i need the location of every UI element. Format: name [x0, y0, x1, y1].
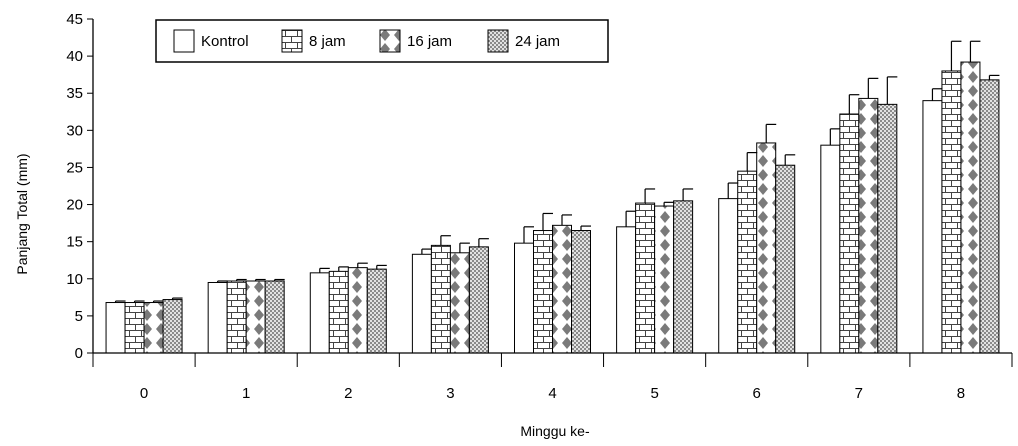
- y-tick-label: 15: [66, 234, 83, 251]
- x-tick-label: 1: [242, 385, 250, 402]
- x-tick-label: 7: [855, 385, 863, 402]
- bar-plain-week-5: [616, 226, 637, 354]
- x-tick-label: 5: [650, 385, 658, 402]
- bar-checker-week-3: [468, 246, 489, 354]
- bar-diamond-week-4: [552, 224, 572, 354]
- y-tick-label: 40: [66, 48, 83, 65]
- legend-swatch-plain: [173, 29, 195, 53]
- bar-checker-week-1: [264, 280, 285, 354]
- y-tick-label: 35: [66, 85, 83, 102]
- bar-checker-week-0: [162, 299, 183, 354]
- bar-brick-week-1: [226, 280, 247, 354]
- y-tick-label: 10: [66, 271, 83, 288]
- bar-plain-week-4: [514, 242, 534, 354]
- y-tick-label: 0: [75, 345, 83, 362]
- bar-plain-week-6: [718, 198, 739, 354]
- legend-swatch-brick: [281, 29, 303, 53]
- y-tick-label: 30: [66, 122, 83, 139]
- bar-plain-week-2: [309, 272, 330, 354]
- legend-label: 8 jam: [309, 33, 346, 50]
- x-axis-title: Minggu ke-: [520, 423, 590, 439]
- bar-brick-week-4: [533, 230, 553, 354]
- bar-brick-week-3: [430, 244, 451, 354]
- legend-label: Kontrol: [201, 33, 249, 50]
- bar-brick-week-2: [328, 270, 349, 354]
- bar-diamond-week-8: [960, 61, 981, 354]
- bar-checker-week-5: [673, 200, 694, 354]
- bar-plain-week-0: [105, 302, 126, 354]
- x-tick-label: 2: [344, 385, 352, 402]
- bar-diamond-week-1: [245, 280, 266, 354]
- bar-plain-week-8: [922, 100, 943, 354]
- y-tick-label: 20: [66, 197, 83, 214]
- bar-plain-week-3: [411, 253, 432, 354]
- bar-diamond-week-6: [756, 142, 777, 354]
- legend-label: 24 jam: [515, 33, 560, 50]
- legend-swatch-diamond: [379, 29, 401, 53]
- bar-checker-week-2: [366, 268, 387, 354]
- bar-checker-week-4: [571, 230, 591, 354]
- bar-brick-week-5: [635, 202, 656, 354]
- bar-brick-week-0: [124, 302, 145, 354]
- x-tick-label: 4: [548, 385, 556, 402]
- x-tick-label: 8: [957, 385, 965, 402]
- bar-plain-week-7: [820, 144, 841, 354]
- bar-diamond-week-3: [449, 252, 470, 354]
- bar-checker-week-7: [877, 103, 898, 354]
- bar-plain-week-1: [207, 281, 228, 354]
- bar-brick-week-8: [941, 70, 962, 354]
- legend-swatch-checker: [487, 29, 509, 53]
- x-tick-label: 3: [446, 385, 454, 402]
- bar-brick-week-6: [737, 170, 758, 354]
- y-tick-label: 25: [66, 159, 83, 176]
- y-tick-label: 45: [66, 11, 83, 28]
- bar-diamond-week-2: [347, 267, 368, 354]
- bar-diamond-week-5: [654, 205, 675, 354]
- bar-diamond-week-0: [143, 302, 164, 354]
- legend-label: 16 jam: [407, 33, 452, 50]
- bar-diamond-week-7: [858, 97, 879, 354]
- x-tick-label: 6: [753, 385, 761, 402]
- y-axis-title: Panjang Total (mm): [14, 153, 30, 274]
- y-tick-label: 5: [75, 308, 83, 325]
- bar-brick-week-7: [839, 113, 860, 354]
- bar-checker-week-8: [979, 79, 1000, 354]
- x-tick-label: 0: [140, 385, 148, 402]
- legend: Kontrol 8 jam 16 jam 24 jam: [155, 19, 609, 63]
- bar-checker-week-6: [775, 164, 796, 354]
